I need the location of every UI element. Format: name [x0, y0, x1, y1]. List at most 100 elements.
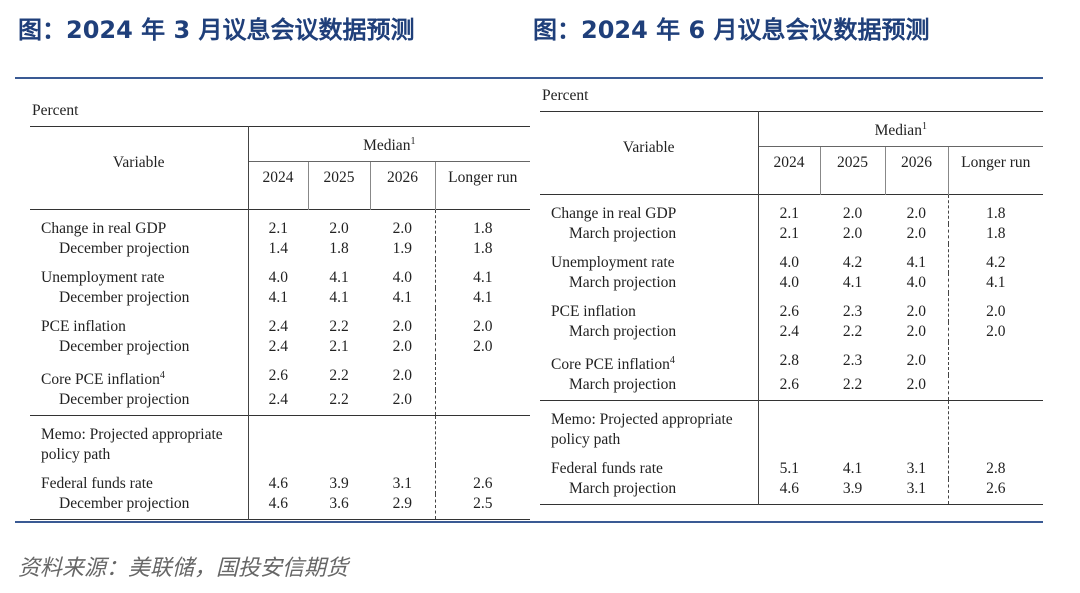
value-cell — [948, 375, 1043, 401]
value-cell: 2.3 — [842, 303, 863, 321]
right-title: 图：2024 年 6 月议息会议数据预测 — [533, 16, 930, 44]
value-cell: 3.1 — [885, 450, 949, 480]
value-cell: 2.0 — [370, 209, 436, 240]
table-section: Change in real GDP 2.1 2.0 2.0 1.8 December p… — [30, 209, 531, 416]
data-row: December projection 1.4 1.8 1.9 1.8 — [30, 239, 530, 260]
value-cell: 2.0 — [986, 303, 1006, 321]
value-cell: 4.1 — [329, 269, 349, 287]
median-text: Median — [874, 122, 922, 140]
row-label: PCE inflation — [30, 308, 249, 338]
data-row: PCE inflation 2.4 2.2 2.0 2.0 — [30, 308, 530, 338]
label-text: Unemployment rate — [551, 254, 675, 272]
label-text: March projection — [569, 323, 677, 341]
data-row: Core PCE inflation4 2.8 2.3 2.0 — [540, 342, 1043, 376]
label-text: December projection — [59, 289, 190, 307]
value-cell: 2.6 — [779, 376, 799, 394]
variable-header: Variable — [540, 111, 759, 195]
row-label: Memo: Projected appropriate policy path — [30, 415, 249, 466]
row-label: Change in real GDP — [30, 209, 249, 240]
data-row: Change in real GDP 2.1 2.0 2.0 1.8 — [30, 209, 530, 240]
value-cell: 2.4 — [268, 391, 288, 409]
row-label: December projection — [30, 288, 249, 309]
column-header: 2025 — [820, 146, 886, 195]
value-cell: 2.0 — [329, 220, 349, 238]
value-cell: 2.0 — [370, 390, 436, 416]
value-cell: 1.4 — [268, 240, 288, 258]
value-cell: 3.9 — [842, 480, 863, 498]
value-cell: 2.6 — [779, 303, 799, 321]
column-header: Longer run — [448, 169, 518, 187]
footnote: 1 — [921, 121, 927, 132]
unit-label: Percent — [542, 87, 589, 104]
data-row: PCE inflation 2.6 2.3 2.0 2.0 — [540, 293, 1043, 323]
value-cell: 3.9 — [329, 475, 349, 493]
value-cell: 2.0 — [473, 318, 493, 336]
row-label: March projection — [540, 322, 759, 343]
value-cell — [435, 390, 530, 416]
top-rule — [15, 77, 1043, 79]
value-cell: 2.0 — [885, 342, 949, 376]
row-label: PCE inflation — [540, 293, 759, 323]
variable-header: Variable — [30, 126, 249, 210]
label-text: Change in real GDP — [41, 220, 167, 238]
value-cell: 2.0 — [842, 225, 863, 243]
label-text: Core PCE inflation — [41, 371, 160, 389]
value-cell: 4.0 — [779, 274, 799, 292]
value-cell: 4.1 — [268, 289, 288, 307]
value-cell: 2.2 — [329, 367, 349, 385]
right-panel: Percent Variable Median1 2024 2025 2026 Longer… — [540, 81, 1044, 506]
data-row: Change in real GDP 2.1 2.0 2.0 1.8 — [540, 194, 1043, 225]
value-cell: 2.6 — [986, 480, 1006, 498]
data-row: March projection 2.1 2.0 2.0 1.8 — [540, 224, 1043, 245]
data-row: Memo: Projected appropriate policy path — [540, 400, 1043, 451]
unit-label: Percent — [32, 102, 79, 119]
value-cell: 2.1 — [779, 205, 799, 223]
row-label: Unemployment rate — [30, 259, 249, 289]
value-cell — [820, 401, 885, 451]
table-section: Change in real GDP 2.1 2.0 2.0 1.8 March proj… — [540, 194, 1044, 401]
value-cell: 1.8 — [986, 205, 1006, 223]
value-cell: 2.4 — [779, 323, 799, 341]
data-row: Unemployment rate 4.0 4.1 4.0 4.1 — [30, 259, 530, 289]
value-cell: 2.0 — [370, 357, 436, 391]
value-cell: 4.1 — [986, 274, 1006, 292]
value-cell: 2.0 — [986, 323, 1006, 341]
data-row: Memo: Projected appropriate policy path — [30, 415, 530, 466]
label-text: March projection — [569, 274, 677, 292]
column-header: 2026 — [370, 161, 436, 210]
value-cell: 4.1 — [370, 288, 436, 309]
data-row: Federal funds rate 5.1 4.1 3.1 2.8 — [540, 450, 1043, 480]
table-section: Memo: Projected appropriate policy path F… — [540, 400, 1044, 505]
value-cell: 4.6 — [268, 475, 288, 493]
source: 资料来源：美联储，国投安信期货 — [18, 556, 349, 581]
row-label: Change in real GDP — [540, 194, 759, 225]
value-cell: 2.6 — [268, 367, 288, 385]
label-text: Federal funds rate — [551, 460, 663, 478]
data-row: March projection 2.4 2.2 2.0 2.0 — [540, 322, 1043, 343]
value-cell: 2.1 — [329, 338, 349, 356]
value-cell: 4.1 — [842, 274, 863, 292]
value-cell — [435, 357, 530, 390]
value-cell — [758, 401, 820, 451]
value-cell: 2.5 — [473, 495, 493, 513]
label-text: Memo: Projected appropriate policy path — [551, 411, 733, 449]
footnote: 4 — [669, 355, 675, 367]
header-row: Variable Median1 — [30, 126, 531, 210]
value-cell — [885, 400, 949, 451]
column-header: 2024 — [758, 146, 821, 195]
value-cell — [948, 342, 1043, 375]
value-cell: 2.0 — [885, 375, 949, 401]
value-cell: 4.6 — [779, 480, 799, 498]
value-cell: 4.1 — [473, 269, 493, 287]
label-text: December projection — [59, 240, 190, 258]
projection-table: Variable Median1 2024 2025 2026 Longer run Cha… — [30, 126, 531, 521]
label-text: PCE inflation — [551, 303, 636, 321]
row-label: December projection — [30, 390, 249, 416]
column-header: 2026 — [885, 146, 949, 195]
value-cell: 1.8 — [986, 225, 1006, 243]
table-header: Variable Median1 2024 2025 2026 Longer run — [540, 111, 1044, 195]
value-cell: 3.6 — [329, 495, 349, 513]
value-cell: 1.8 — [473, 220, 493, 238]
row-label: Core PCE inflation4 — [540, 342, 759, 376]
